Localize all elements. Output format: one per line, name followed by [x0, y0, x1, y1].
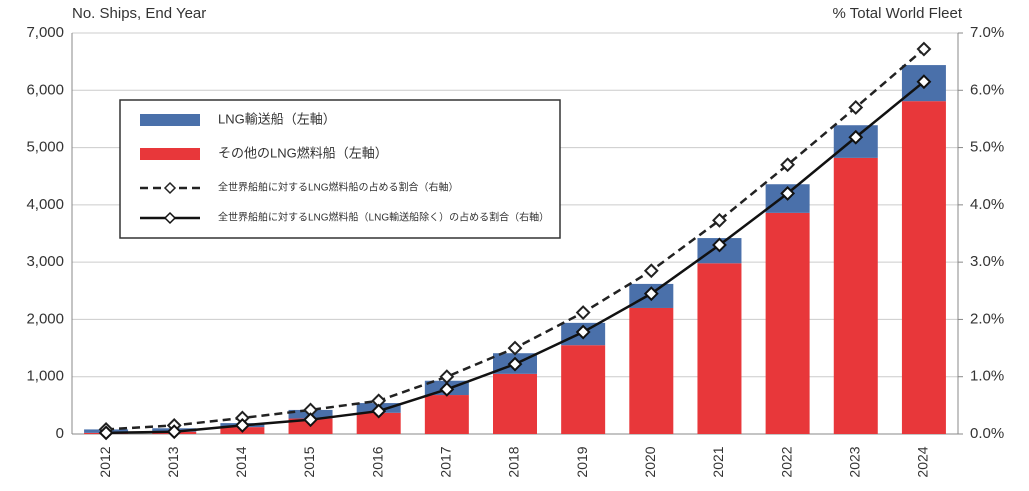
line-marker — [439, 381, 455, 397]
line-marker — [507, 340, 523, 356]
bar-segment — [697, 263, 742, 434]
y2-tick-label: 0.0% — [970, 425, 1004, 442]
line-marker — [643, 286, 659, 302]
line-marker — [712, 212, 727, 228]
legend-swatch — [140, 148, 200, 160]
bar-segment — [424, 395, 469, 434]
line-marker — [916, 41, 932, 57]
bar-segment — [765, 212, 810, 434]
y-tick-label: 3,000 — [26, 253, 64, 270]
bar-segment — [629, 307, 674, 434]
line-marker — [234, 417, 250, 433]
line-marker — [371, 403, 387, 419]
line-marker — [575, 324, 591, 340]
x-tick-label: 2018 — [506, 446, 522, 477]
line-marker — [643, 263, 659, 279]
y-axis-title: No. Ships, End Year — [72, 5, 206, 22]
line-marker — [780, 185, 796, 201]
legend-marker — [163, 181, 177, 195]
line-marker — [780, 157, 796, 173]
line-marker — [848, 129, 864, 145]
line-marker — [848, 100, 864, 115]
line-marker — [166, 424, 182, 440]
x-tick-label: 2024 — [915, 446, 931, 477]
bar-segment — [493, 373, 537, 434]
legend-swatch — [140, 114, 200, 126]
x-tick-label: 2022 — [778, 446, 794, 477]
y-tick-label: 2,000 — [26, 310, 64, 327]
bar-segment — [833, 157, 878, 434]
bar-segment — [901, 101, 946, 435]
legend-label: 全世界船舶に対するLNG燃料船（LNG輸送船除く）の占める割合（右軸） — [218, 211, 549, 224]
y2-tick-label: 2.0% — [970, 310, 1004, 327]
x-tick-label: 2020 — [642, 446, 658, 477]
legend-marker — [163, 211, 177, 225]
legend-label: 全世界船舶に対するLNG燃料船の占める割合（右軸） — [218, 181, 459, 194]
y-tick-label: 5,000 — [26, 139, 64, 156]
y2-tick-label: 1.0% — [970, 368, 1004, 385]
line-marker — [507, 356, 523, 372]
x-tick-label: 2015 — [301, 446, 317, 477]
legend-label: LNG輸送船（左軸） — [218, 111, 336, 126]
x-tick-label: 2017 — [438, 446, 454, 477]
y2-axis-title: % Total World Fleet — [833, 5, 963, 22]
bar-segment — [561, 345, 606, 434]
y2-tick-label: 6.0% — [970, 81, 1004, 98]
y-tick-label: 0 — [56, 425, 64, 442]
legend-label: その他のLNG燃料船（左軸） — [218, 145, 388, 160]
line-marker — [303, 412, 318, 428]
y2-tick-label: 3.0% — [970, 253, 1004, 270]
x-tick-label: 2013 — [165, 446, 181, 477]
line-marker — [712, 237, 727, 253]
x-tick-label: 2014 — [233, 446, 249, 477]
x-tick-label: 2023 — [846, 446, 862, 477]
line-marker — [575, 305, 591, 320]
x-tick-label: 2021 — [710, 446, 726, 477]
y-tick-label: 7,000 — [26, 24, 64, 41]
line-marker — [916, 74, 932, 90]
y2-tick-label: 5.0% — [970, 139, 1004, 156]
y-tick-label: 6,000 — [26, 81, 64, 98]
y-tick-label: 4,000 — [26, 196, 64, 213]
x-tick-label: 2019 — [574, 446, 590, 477]
line-marker — [98, 425, 114, 441]
bar-segment — [356, 412, 401, 434]
y2-tick-label: 7.0% — [970, 24, 1004, 41]
x-tick-label: 2016 — [369, 446, 385, 477]
y2-tick-label: 4.0% — [970, 196, 1004, 213]
x-tick-label: 2012 — [97, 446, 113, 477]
y-tick-label: 1,000 — [26, 368, 64, 385]
